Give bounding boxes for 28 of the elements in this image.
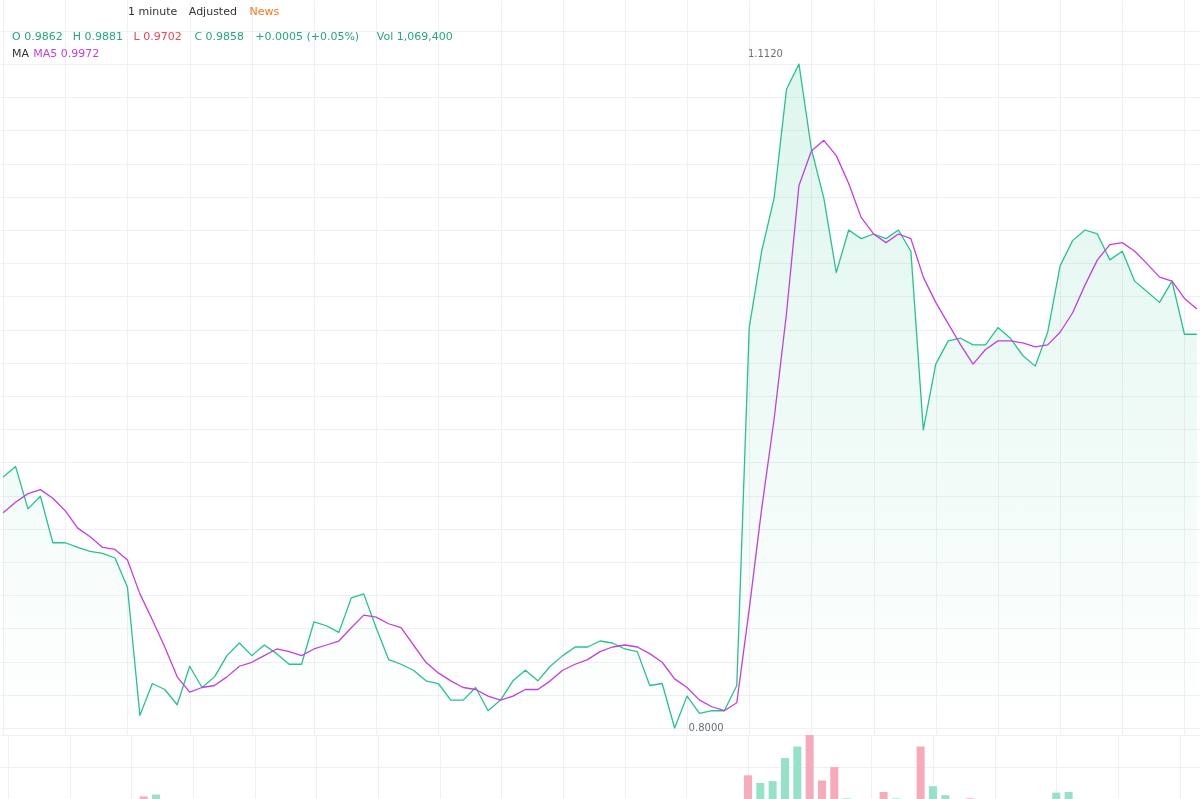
- annotation: 0.8000: [688, 722, 724, 733]
- bar: [941, 795, 950, 799]
- text: O 0.9862: [12, 30, 63, 43]
- bar: [916, 746, 925, 799]
- bar: [805, 735, 814, 799]
- bar: [139, 796, 148, 799]
- bar: [817, 780, 826, 799]
- text: MA: [12, 47, 30, 60]
- text: MA5 0.9972: [33, 47, 100, 60]
- bar: [879, 791, 888, 799]
- text: 1.1120: [747, 48, 783, 59]
- text: C 0.9858: [194, 30, 245, 43]
- bar: [793, 746, 802, 799]
- text: Adjusted: [188, 5, 237, 18]
- text: H 0.9881: [72, 30, 124, 43]
- bar: [780, 758, 789, 799]
- bar: [743, 775, 752, 799]
- bar: [768, 781, 777, 799]
- bar: [1064, 791, 1073, 799]
- bar: [756, 783, 765, 799]
- text: Vol 1,069,400: [376, 30, 453, 43]
- bar: [830, 767, 839, 799]
- text: L 0.9702: [133, 30, 182, 43]
- text: +0.0005 (+0.05%): [255, 30, 360, 43]
- text: News: [249, 5, 280, 18]
- bar: [928, 786, 937, 799]
- text: 1 minute: [128, 5, 178, 18]
- bar: [1052, 792, 1061, 799]
